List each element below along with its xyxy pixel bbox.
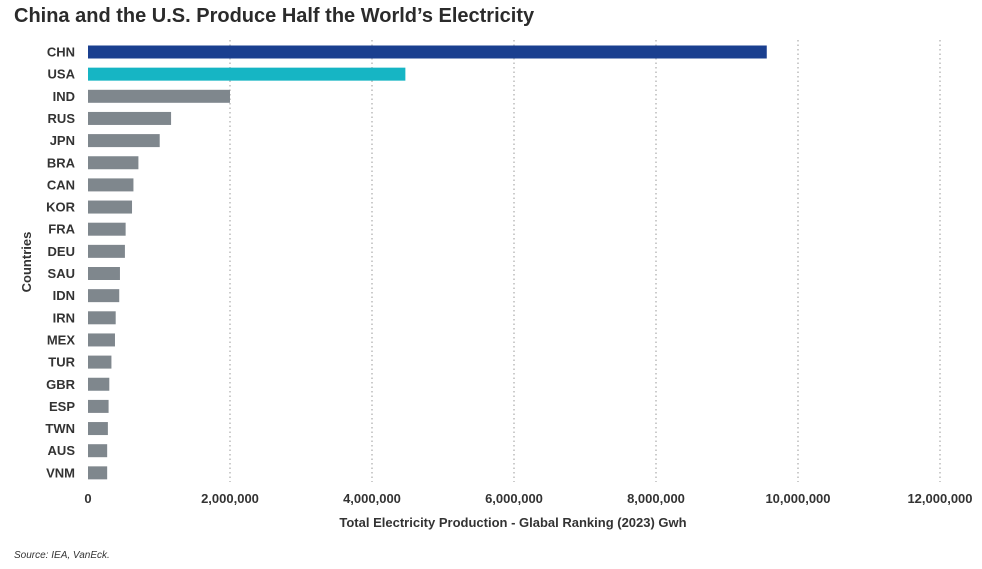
bar-mex bbox=[88, 333, 115, 347]
category-label-deu: DEU bbox=[48, 244, 75, 259]
bar-twn bbox=[88, 422, 108, 436]
bar-esp bbox=[88, 399, 109, 413]
x-tick-label: 12,000,000 bbox=[907, 491, 972, 506]
category-label-vnm: VNM bbox=[46, 465, 75, 480]
category-label-kor: KOR bbox=[46, 200, 76, 215]
category-labels: CHN USA IND RUS JPN BRA CAN KOR FRA DEU SAU IDN IRN M… bbox=[45, 45, 75, 481]
category-label-bra: BRA bbox=[47, 155, 76, 170]
bar-jpn bbox=[88, 134, 160, 148]
x-tick-label: 0 bbox=[84, 491, 91, 506]
x-axis-title: Total Electricity Production - Glabal Ra… bbox=[339, 515, 686, 530]
bar-usa bbox=[88, 67, 406, 81]
category-label-can: CAN bbox=[47, 177, 75, 192]
bar-ind bbox=[88, 89, 230, 103]
category-label-twn: TWN bbox=[45, 421, 75, 436]
bar-sau bbox=[88, 267, 120, 280]
bar-vnm bbox=[88, 466, 108, 480]
category-label-ind: IND bbox=[53, 89, 75, 104]
category-label-irn: IRN bbox=[53, 310, 75, 325]
x-tick-labels: 0 2,000,000 4,000,000 6,000,000 8,000,000 10,… bbox=[84, 491, 972, 506]
bar-kor bbox=[88, 200, 133, 214]
bar-deu bbox=[88, 244, 125, 258]
category-label-tur: TUR bbox=[48, 355, 75, 370]
bar-bra bbox=[88, 156, 139, 170]
bar-chart: CHN USA IND RUS JPN BRA CAN KOR FRA DEU SAU IDN IRN M… bbox=[19, 40, 973, 530]
category-label-mex: MEX bbox=[47, 332, 76, 347]
x-tick-label: 2,000,000 bbox=[201, 491, 259, 506]
category-label-jpn: JPN bbox=[50, 133, 75, 148]
category-label-gbr: GBR bbox=[46, 377, 76, 392]
x-tick-label: 10,000,000 bbox=[765, 491, 830, 506]
category-label-sau: SAU bbox=[48, 266, 75, 281]
gridlines bbox=[229, 40, 941, 482]
chart-title: China and the U.S. Produce Half the Worl… bbox=[14, 5, 535, 27]
bar-aus bbox=[88, 444, 108, 458]
bars bbox=[88, 45, 767, 480]
x-tick-label: 8,000,000 bbox=[627, 491, 685, 506]
source-note: Source: IEA, VanEck. bbox=[14, 550, 110, 561]
bar-irn bbox=[88, 311, 116, 325]
x-tick-label: 6,000,000 bbox=[485, 491, 543, 506]
bar-idn bbox=[88, 289, 120, 303]
category-label-chn: CHN bbox=[47, 45, 75, 60]
bar-tur bbox=[88, 355, 112, 369]
category-label-usa: USA bbox=[48, 67, 76, 82]
bar-gbr bbox=[88, 377, 110, 391]
category-label-rus: RUS bbox=[48, 111, 76, 126]
category-label-idn: IDN bbox=[53, 288, 75, 303]
bar-rus bbox=[88, 111, 172, 125]
y-axis-title: Countries bbox=[19, 232, 34, 293]
bar-can bbox=[88, 178, 134, 192]
x-tick-label: 4,000,000 bbox=[343, 491, 401, 506]
category-label-esp: ESP bbox=[49, 399, 75, 414]
category-label-aus: AUS bbox=[48, 443, 76, 458]
bar-chn bbox=[88, 45, 767, 59]
bar-fra bbox=[88, 222, 126, 236]
category-label-fra: FRA bbox=[48, 222, 75, 237]
